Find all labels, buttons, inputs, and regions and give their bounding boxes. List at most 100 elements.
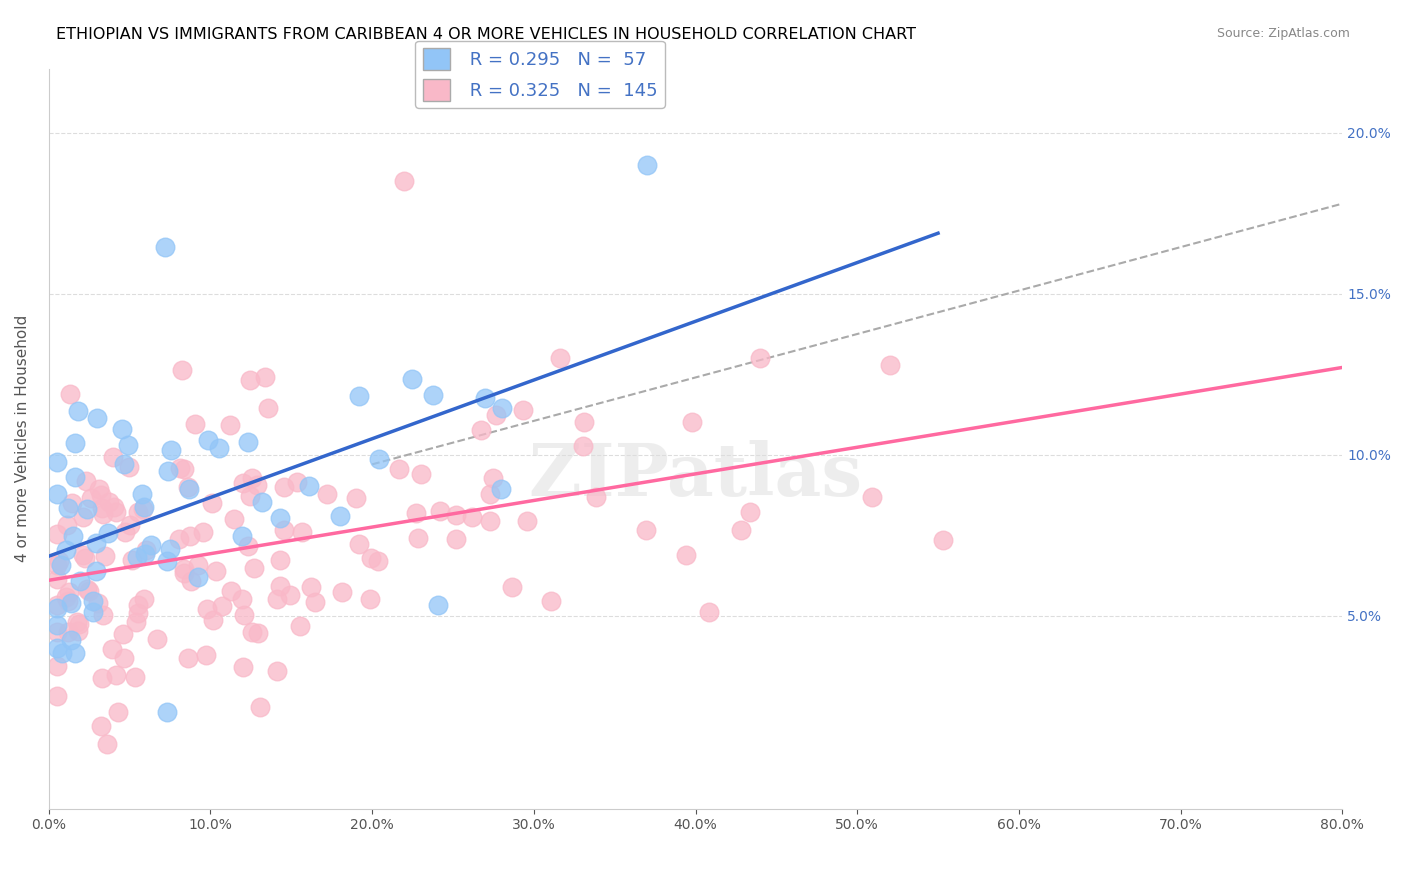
Ethiopians bbox=[489, 483, 512, 497]
Immigrants from Caribbean bbox=[97, 495, 120, 509]
Immigrants from Caribbean bbox=[173, 562, 195, 576]
Immigrants from Caribbean bbox=[273, 480, 295, 494]
Immigrants from Caribbean bbox=[246, 478, 269, 492]
Immigrants from Caribbean bbox=[146, 632, 169, 647]
Immigrants from Caribbean bbox=[167, 533, 190, 547]
Immigrants from Caribbean bbox=[195, 602, 218, 616]
Immigrants from Caribbean bbox=[45, 572, 67, 586]
Immigrants from Caribbean bbox=[201, 496, 224, 510]
Immigrants from Caribbean bbox=[222, 512, 245, 526]
Ethiopians bbox=[59, 633, 82, 648]
Ethiopians bbox=[422, 388, 444, 402]
Immigrants from Caribbean bbox=[697, 605, 720, 619]
Immigrants from Caribbean bbox=[299, 580, 322, 594]
Immigrants from Caribbean bbox=[240, 471, 263, 485]
Immigrants from Caribbean bbox=[288, 619, 311, 633]
Immigrants from Caribbean bbox=[187, 558, 209, 572]
Immigrants from Caribbean bbox=[266, 591, 288, 606]
Immigrants from Caribbean bbox=[112, 650, 135, 665]
Immigrants from Caribbean bbox=[90, 488, 112, 502]
Immigrants from Caribbean bbox=[77, 584, 100, 599]
Immigrants from Caribbean bbox=[105, 505, 128, 519]
Immigrants from Caribbean bbox=[127, 505, 149, 519]
Immigrants from Caribbean bbox=[236, 539, 259, 553]
Immigrants from Caribbean bbox=[269, 553, 291, 567]
Ethiopians bbox=[156, 554, 179, 568]
Ethiopians bbox=[46, 640, 69, 655]
Ethiopians bbox=[131, 487, 153, 501]
Immigrants from Caribbean bbox=[80, 491, 103, 505]
Text: ETHIOPIAN VS IMMIGRANTS FROM CARIBBEAN 4 OR MORE VEHICLES IN HOUSEHOLD CORRELATI: ETHIOPIAN VS IMMIGRANTS FROM CARIBBEAN 4… bbox=[56, 27, 917, 42]
Immigrants from Caribbean bbox=[111, 626, 134, 640]
Ethiopians bbox=[112, 458, 135, 472]
Ethiopians bbox=[51, 647, 73, 661]
Immigrants from Caribbean bbox=[135, 543, 157, 558]
Ethiopians bbox=[159, 542, 181, 557]
Immigrants from Caribbean bbox=[408, 532, 430, 546]
Ethiopians bbox=[155, 705, 177, 719]
Immigrants from Caribbean bbox=[394, 174, 416, 188]
Ethiopians bbox=[153, 240, 176, 254]
Immigrants from Caribbean bbox=[242, 560, 264, 574]
Immigrants from Caribbean bbox=[585, 490, 607, 504]
Immigrants from Caribbean bbox=[176, 480, 198, 494]
Immigrants from Caribbean bbox=[132, 502, 155, 516]
Immigrants from Caribbean bbox=[218, 418, 240, 433]
Immigrants from Caribbean bbox=[66, 615, 89, 629]
Immigrants from Caribbean bbox=[173, 566, 195, 580]
Immigrants from Caribbean bbox=[388, 462, 411, 476]
Immigrants from Caribbean bbox=[87, 483, 110, 497]
Immigrants from Caribbean bbox=[749, 351, 772, 366]
Ethiopians bbox=[117, 438, 139, 452]
Immigrants from Caribbean bbox=[45, 527, 67, 541]
Ethiopians bbox=[63, 470, 86, 484]
Immigrants from Caribbean bbox=[90, 719, 112, 733]
Immigrants from Caribbean bbox=[45, 625, 67, 640]
Immigrants from Caribbean bbox=[60, 496, 83, 510]
Immigrants from Caribbean bbox=[481, 471, 503, 485]
Ethiopians bbox=[82, 605, 104, 619]
Ethiopians bbox=[76, 501, 98, 516]
Ethiopians bbox=[69, 574, 91, 588]
Ethiopians bbox=[45, 486, 67, 500]
Immigrants from Caribbean bbox=[349, 537, 371, 551]
Ethiopians bbox=[97, 525, 120, 540]
Immigrants from Caribbean bbox=[66, 624, 89, 639]
Ethiopians bbox=[49, 558, 72, 573]
Immigrants from Caribbean bbox=[56, 625, 79, 640]
Immigrants from Caribbean bbox=[72, 510, 94, 524]
Ethiopians bbox=[156, 464, 179, 478]
Immigrants from Caribbean bbox=[280, 588, 302, 602]
Immigrants from Caribbean bbox=[127, 598, 149, 612]
Immigrants from Caribbean bbox=[344, 491, 367, 506]
Immigrants from Caribbean bbox=[219, 583, 242, 598]
Immigrants from Caribbean bbox=[290, 524, 312, 539]
Ethiopians bbox=[179, 482, 201, 496]
Immigrants from Caribbean bbox=[45, 659, 67, 673]
Ethiopians bbox=[491, 401, 513, 415]
Immigrants from Caribbean bbox=[48, 554, 70, 568]
Immigrants from Caribbean bbox=[118, 460, 141, 475]
Immigrants from Caribbean bbox=[107, 705, 129, 719]
Immigrants from Caribbean bbox=[45, 598, 67, 612]
Immigrants from Caribbean bbox=[485, 408, 508, 422]
Immigrants from Caribbean bbox=[125, 615, 148, 630]
Text: Source: ZipAtlas.com: Source: ZipAtlas.com bbox=[1216, 27, 1350, 40]
Ethiopians bbox=[63, 646, 86, 660]
Immigrants from Caribbean bbox=[201, 614, 224, 628]
Ethiopians bbox=[252, 495, 274, 509]
Ethiopians bbox=[59, 596, 82, 610]
Ethiopians bbox=[208, 441, 231, 455]
Immigrants from Caribbean bbox=[105, 668, 128, 682]
Immigrants from Caribbean bbox=[55, 590, 77, 604]
Immigrants from Caribbean bbox=[266, 664, 288, 678]
Immigrants from Caribbean bbox=[730, 524, 752, 538]
Immigrants from Caribbean bbox=[429, 503, 451, 517]
Ethiopians bbox=[197, 434, 219, 448]
Immigrants from Caribbean bbox=[239, 489, 262, 503]
Immigrants from Caribbean bbox=[169, 461, 191, 475]
Immigrants from Caribbean bbox=[96, 737, 118, 751]
Immigrants from Caribbean bbox=[118, 518, 141, 533]
Immigrants from Caribbean bbox=[91, 608, 114, 623]
Immigrants from Caribbean bbox=[127, 607, 149, 621]
